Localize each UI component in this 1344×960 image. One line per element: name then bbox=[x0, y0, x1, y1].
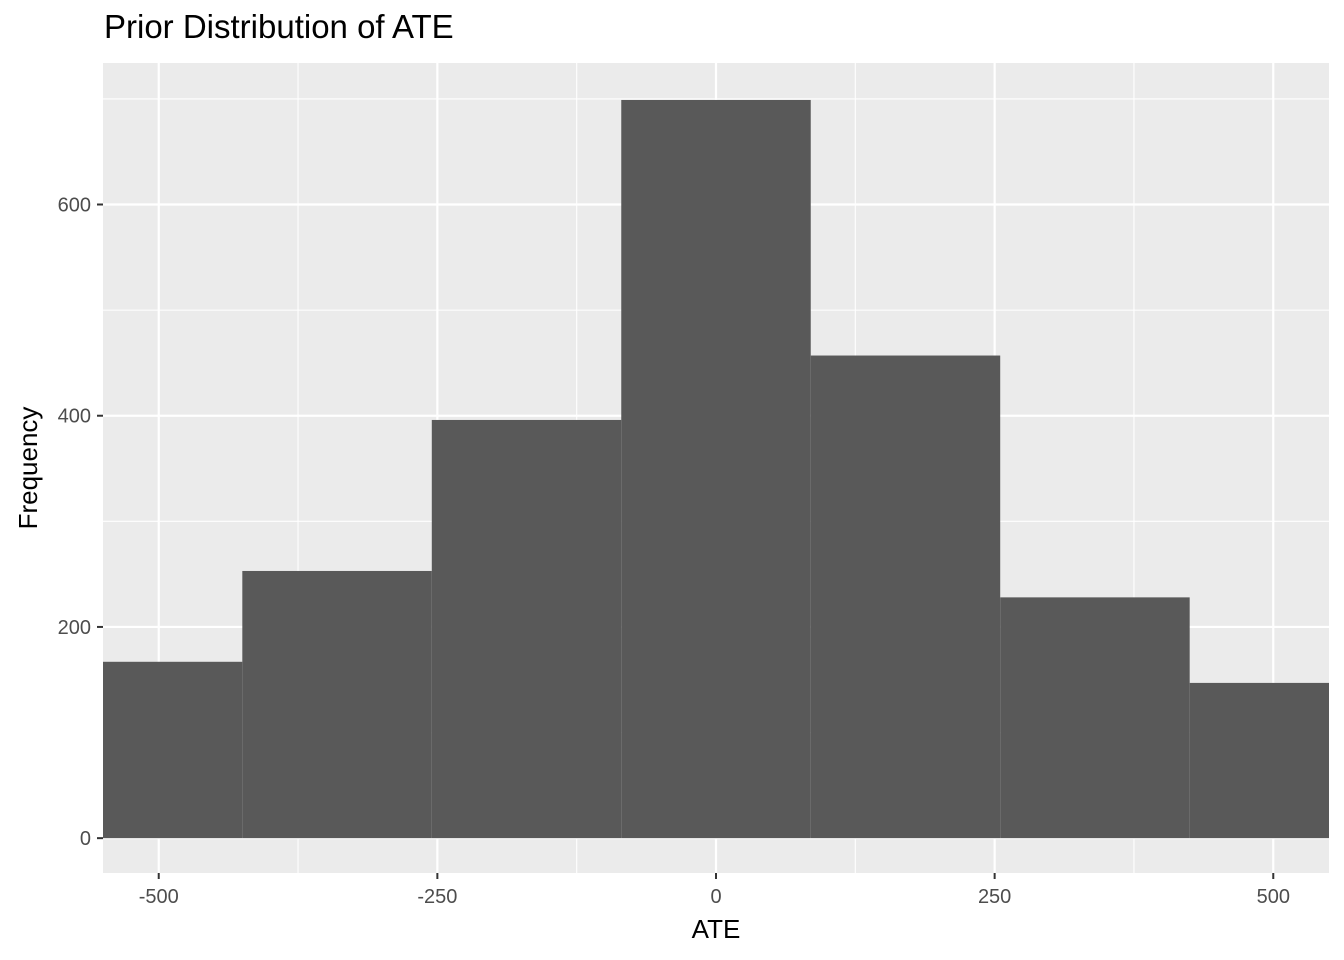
x-tick-label: -250 bbox=[417, 886, 457, 908]
x-tick-label: 500 bbox=[1257, 886, 1290, 908]
histogram-bars bbox=[103, 99, 1329, 839]
x-tick-label: 0 bbox=[710, 886, 721, 908]
histogram-bar bbox=[1189, 682, 1329, 839]
y-tick-label: 0 bbox=[80, 828, 91, 850]
histogram-bar bbox=[1000, 597, 1190, 839]
y-tick-label: 200 bbox=[58, 617, 91, 639]
x-tick-label: -500 bbox=[139, 886, 179, 908]
y-tick-label: 600 bbox=[58, 195, 91, 217]
x-axis: -500 -250 0 250 500 bbox=[139, 873, 1290, 908]
y-axis-title: Frequency bbox=[13, 407, 43, 530]
y-axis: 0 200 400 600 bbox=[58, 195, 103, 850]
x-tick-label: 250 bbox=[978, 886, 1011, 908]
chart-title: Prior Distribution of ATE bbox=[104, 8, 454, 45]
histogram-bar bbox=[431, 419, 622, 839]
x-axis-title: ATE bbox=[692, 914, 741, 944]
histogram-bar bbox=[810, 355, 1001, 839]
histogram-bar bbox=[242, 570, 432, 839]
histogram-bar bbox=[621, 99, 811, 839]
y-tick-label: 400 bbox=[58, 406, 91, 428]
histogram-bar bbox=[103, 661, 243, 839]
